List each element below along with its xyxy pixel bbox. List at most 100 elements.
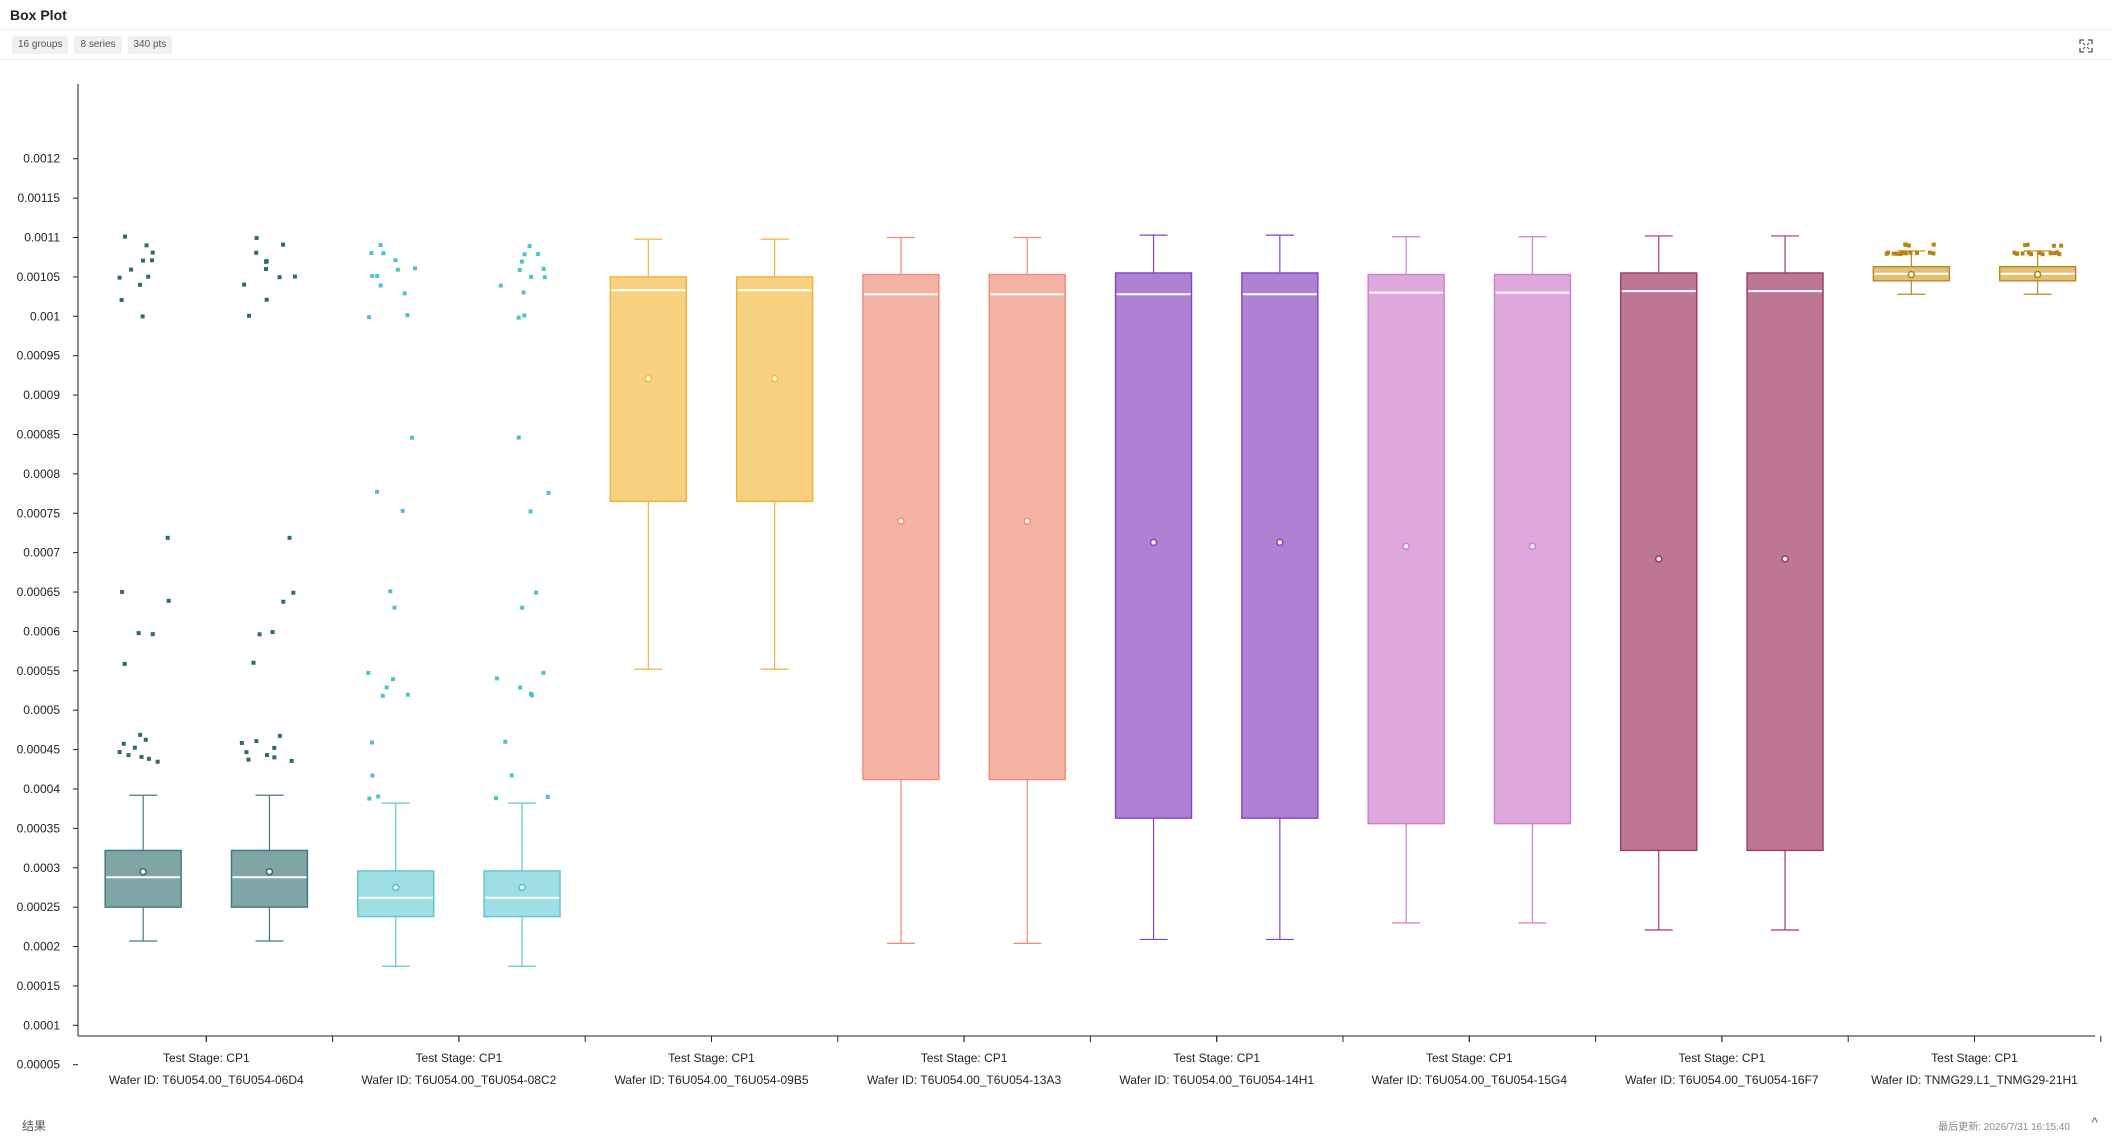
outlier-point: [287, 535, 292, 540]
mean-marker: [1907, 270, 1916, 279]
outlier-point: [281, 242, 286, 247]
outlier-point: [1884, 251, 1889, 256]
x-category-label-wafer: Wafer ID: T6U054.00_T6U054-06D4: [109, 1073, 304, 1087]
mean-marker: [265, 867, 274, 876]
mean-marker: [770, 374, 779, 383]
outlier-point: [244, 750, 249, 755]
outlier-point: [247, 313, 252, 318]
outlier-point: [277, 733, 282, 738]
groups-chip: 16 groups: [12, 36, 69, 54]
mean-marker: [392, 883, 400, 892]
outlier-point: [529, 274, 534, 279]
x-category-label-wafer: Wafer ID: T6U054.00_T6U054-08C2: [362, 1073, 557, 1087]
outlier-point: [503, 739, 508, 744]
x-category-label-wafer: Wafer ID: TNMG29.L1_TNMG29-21H1: [1871, 1073, 2078, 1087]
outlier-point: [378, 283, 383, 288]
outlier-point: [2023, 243, 2028, 248]
outlier-point: [405, 313, 410, 318]
outlier-point: [384, 685, 389, 690]
outlier-point: [536, 252, 541, 257]
y-tick-label: 0.001: [30, 309, 60, 323]
outlier-point: [527, 244, 532, 249]
outlier-point: [509, 773, 514, 778]
expand-icon: [2079, 39, 2093, 53]
outlier-point: [119, 589, 124, 594]
outlier-point: [143, 737, 148, 742]
y-tick-label: 0.00055: [17, 664, 61, 678]
outlier-point: [392, 605, 397, 610]
outlier-point: [1931, 242, 1936, 247]
y-tick-label: 0.00105: [17, 270, 61, 284]
outlier-point: [1903, 242, 1908, 247]
outlier-point: [369, 250, 374, 255]
y-tick-label: 0.0001: [23, 1018, 60, 1032]
box: [988, 273, 1066, 781]
x-category-label-stage: Test Stage: CP1: [921, 1051, 1008, 1065]
x-category-label-stage: Test Stage: CP1: [163, 1051, 250, 1065]
x-category-label-stage: Test Stage: CP1: [1679, 1051, 1766, 1065]
outlier-point: [516, 315, 521, 320]
outlier-point: [517, 267, 522, 272]
outlier-point: [165, 535, 170, 540]
outlier-point: [126, 753, 131, 758]
chevron-up-icon[interactable]: ^: [2091, 1114, 2098, 1130]
y-tick-label: 0.00025: [17, 900, 61, 914]
outlier-point: [242, 282, 247, 287]
footer-bar: 结果 最后更新: 2026/7/31 16:15:40 ^: [0, 1110, 2112, 1139]
outlier-point: [257, 632, 262, 637]
outlier-point: [1899, 250, 1904, 255]
y-tick-label: 0.0011: [24, 231, 60, 245]
mean-marker: [2033, 270, 2042, 279]
box: [230, 849, 309, 908]
mean-marker: [1023, 517, 1031, 525]
y-tick-label: 0.00005: [17, 1058, 61, 1072]
outlier-point: [380, 693, 385, 698]
outlier-point: [144, 243, 149, 248]
outlier-point: [291, 590, 296, 595]
outlier-point: [494, 796, 499, 801]
mean-marker: [1781, 555, 1789, 563]
outlier-point: [121, 741, 126, 746]
outliers-layer: [117, 234, 2064, 801]
outlier-point: [381, 251, 386, 256]
y-tick-label: 0.00045: [17, 743, 61, 757]
outlier-point: [1903, 251, 1908, 256]
outlier-point: [254, 739, 259, 744]
outlier-point: [375, 273, 380, 278]
outlier-point: [2055, 250, 2060, 255]
box: [609, 276, 688, 503]
outlier-point: [141, 258, 146, 263]
outlier-point: [136, 631, 141, 636]
x-category-label-stage: Test Stage: CP1: [1931, 1051, 2018, 1065]
outlier-point: [122, 661, 127, 666]
outlier-point: [1914, 251, 1919, 256]
outlier-point: [367, 796, 372, 801]
outlier-point: [518, 685, 523, 690]
outlier-point: [2040, 252, 2045, 257]
outlier-point: [378, 242, 383, 247]
expand-button[interactable]: [2076, 36, 2096, 56]
outlier-point: [123, 234, 128, 239]
outlier-point: [251, 660, 256, 665]
chip-bar: 16 groups 8 series 340 pts: [0, 31, 2112, 60]
y-tick-label: 0.0005: [23, 703, 60, 717]
outlier-point: [2015, 251, 2020, 256]
x-category-label-wafer: Wafer ID: T6U054.00_T6U054-16F7: [1625, 1073, 1819, 1087]
mean-marker: [139, 867, 147, 876]
outlier-point: [2012, 250, 2017, 255]
outlier-point: [265, 753, 270, 758]
outlier-point: [292, 274, 297, 279]
outlier-point: [138, 732, 143, 737]
y-tick-label: 0.0006: [23, 624, 60, 638]
outlier-point: [146, 756, 151, 761]
outlier-point: [520, 605, 525, 610]
outlier-point: [264, 297, 269, 302]
y-tick-label: 0.0004: [23, 782, 60, 796]
outlier-point: [516, 435, 521, 440]
points-chip: 340 pts: [127, 36, 173, 54]
x-category-label-wafer: Wafer ID: T6U054.00_T6U054-09B5: [614, 1073, 808, 1087]
outlier-point: [2025, 242, 2030, 247]
y-tick-label: 0.0008: [23, 467, 60, 481]
outlier-point: [277, 275, 282, 280]
outlier-point: [546, 490, 551, 495]
